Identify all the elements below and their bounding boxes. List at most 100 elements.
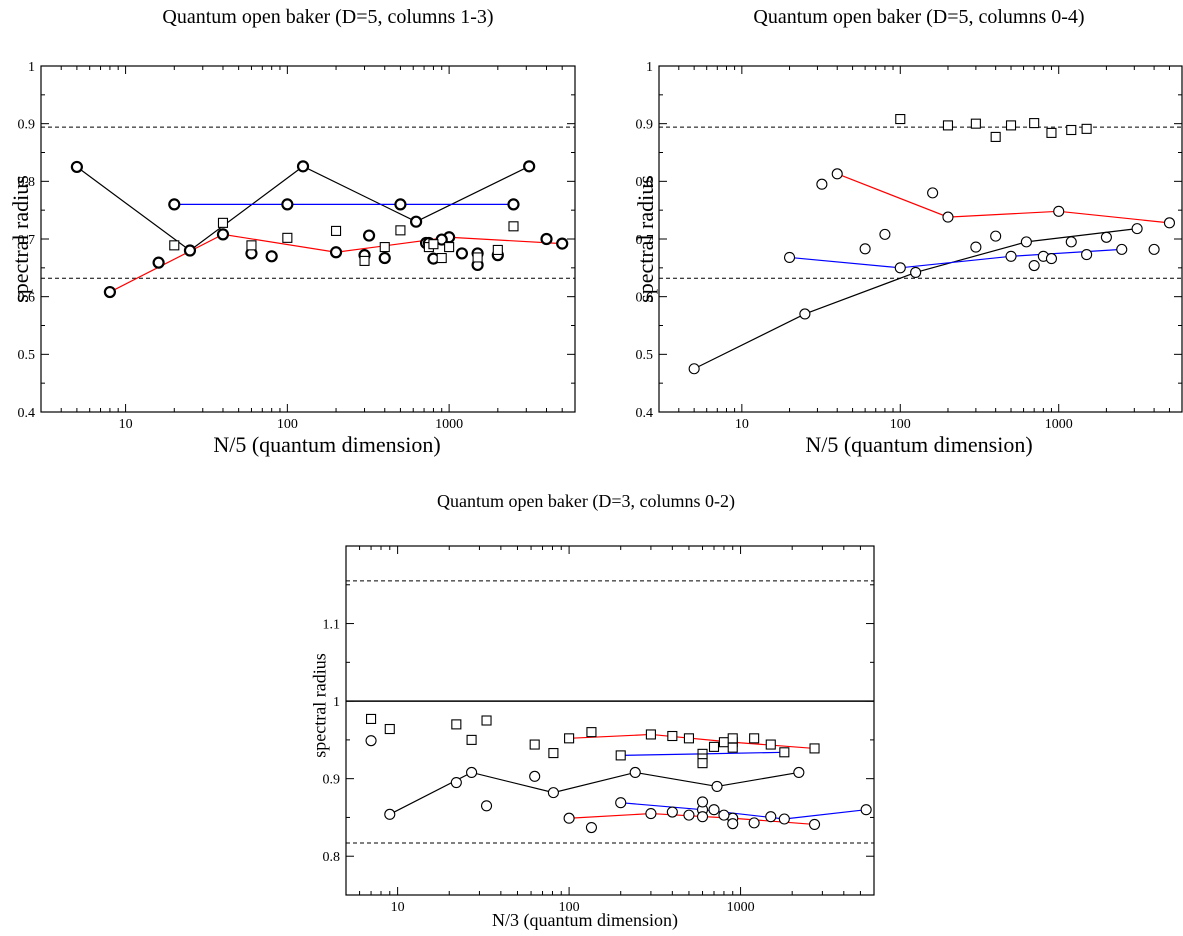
data-point-circle bbox=[585, 821, 597, 834]
x-tick-label: 100 bbox=[277, 417, 298, 432]
data-point-square bbox=[564, 733, 575, 744]
data-point-square bbox=[990, 131, 1001, 142]
series-line bbox=[789, 248, 1122, 269]
y-tick-label: 0.4 bbox=[18, 406, 36, 421]
data-point-circle bbox=[1020, 236, 1032, 248]
y-tick-label: 0.7 bbox=[636, 233, 654, 248]
data-point-circle bbox=[629, 766, 641, 779]
data-point-square bbox=[727, 742, 738, 753]
data-point-square bbox=[942, 120, 954, 131]
data-point-square bbox=[809, 743, 820, 754]
data-point-circle bbox=[168, 198, 181, 211]
data-point-square bbox=[428, 239, 439, 250]
data-point-circle bbox=[927, 187, 939, 199]
y-tick-label: 0.6 bbox=[18, 291, 36, 306]
data-point-circle bbox=[1148, 243, 1160, 255]
data-point-circle bbox=[696, 811, 709, 823]
data-point-circle bbox=[507, 198, 520, 211]
y-tick-label: 1 bbox=[28, 60, 35, 75]
y-tick-label: 0.9 bbox=[18, 118, 36, 133]
y-tick-label: 0.8 bbox=[636, 175, 654, 190]
data-point-circle bbox=[384, 808, 396, 820]
data-point-square bbox=[444, 242, 455, 253]
data-point-square bbox=[436, 252, 447, 264]
data-point-square bbox=[697, 758, 708, 769]
data-point-square bbox=[1081, 123, 1092, 134]
y-tick-label: 0.8 bbox=[323, 850, 341, 865]
data-point-square bbox=[169, 240, 180, 251]
data-point-square bbox=[379, 242, 390, 253]
chart-plot-area: 10 100 1000 0.4 0.5 0.6 0.7 0.8 0.9 1 bbox=[18, 60, 576, 432]
data-point-circle bbox=[1116, 243, 1128, 255]
data-point-square bbox=[1066, 124, 1077, 136]
data-point-square bbox=[492, 244, 503, 256]
data-point-circle bbox=[778, 813, 790, 825]
chart-panel-3: Quantum open baker (D=3, columns 0-2) sp… bbox=[300, 485, 900, 936]
data-point-circle bbox=[466, 766, 478, 779]
data-point-circle bbox=[329, 246, 343, 259]
y-tick-label: 0.7 bbox=[18, 233, 36, 248]
data-point-circle bbox=[563, 812, 575, 824]
data-point-circle bbox=[816, 178, 828, 190]
chart-plot-area: 10 100 1000 0.4 0.5 0.6 0.7 0.8 0.9 1 bbox=[636, 60, 1183, 432]
data-point-circle bbox=[1131, 223, 1143, 235]
y-tick-label: 1 bbox=[646, 60, 653, 75]
data-point-circle bbox=[894, 262, 906, 274]
data-point-circle bbox=[152, 256, 165, 269]
data-point-circle bbox=[296, 160, 310, 173]
data-point-circle bbox=[942, 211, 954, 223]
x-axis-label: N/5 (quantum dimension) bbox=[213, 432, 441, 457]
y-tick-label: 0.6 bbox=[636, 291, 654, 306]
data-point-circle bbox=[615, 797, 627, 809]
data-point-circle bbox=[711, 780, 723, 792]
data-point-circle bbox=[1028, 259, 1040, 272]
data-point-circle bbox=[910, 266, 922, 278]
data-point-square bbox=[765, 739, 776, 750]
data-point-circle bbox=[683, 809, 695, 821]
data-point-circle bbox=[540, 232, 553, 246]
data-point-square bbox=[1029, 118, 1040, 129]
data-point-circle bbox=[1053, 205, 1065, 217]
data-point-circle bbox=[103, 285, 117, 299]
data-point-circle bbox=[362, 229, 376, 242]
series-line bbox=[693, 228, 1138, 370]
data-point-circle bbox=[831, 168, 843, 180]
data-point-square bbox=[451, 719, 462, 730]
data-point-square bbox=[359, 255, 370, 266]
data-point-square bbox=[645, 729, 656, 740]
x-axis-label: N/5 (quantum dimension) bbox=[805, 432, 1033, 457]
x-tick-label: 100 bbox=[559, 900, 580, 915]
data-point-square bbox=[749, 733, 760, 744]
y-tick-label: 0.9 bbox=[323, 773, 341, 788]
data-point-square bbox=[395, 225, 406, 236]
data-point-circle bbox=[183, 244, 197, 257]
data-point-circle bbox=[216, 228, 230, 241]
data-point-circle bbox=[718, 809, 730, 821]
data-point-square bbox=[708, 741, 720, 752]
data-point-square bbox=[895, 114, 906, 125]
data-point-circle bbox=[645, 808, 657, 820]
data-point-circle bbox=[410, 215, 423, 228]
data-point-square bbox=[1046, 127, 1057, 138]
data-point-circle bbox=[748, 817, 760, 829]
data-point-square bbox=[970, 118, 981, 129]
data-point-circle bbox=[859, 243, 871, 255]
x-tick-label: 100 bbox=[890, 417, 911, 432]
data-point-circle bbox=[708, 804, 720, 816]
data-point-circle bbox=[265, 250, 278, 263]
data-point-circle bbox=[1100, 231, 1112, 243]
data-point-circle bbox=[378, 251, 391, 265]
x-tick-label: 10 bbox=[735, 417, 749, 432]
data-point-circle bbox=[727, 818, 739, 830]
data-point-circle bbox=[529, 770, 541, 782]
data-point-square bbox=[330, 225, 342, 236]
y-tick-label: 1.1 bbox=[323, 617, 341, 632]
series-line bbox=[837, 173, 1170, 224]
x-tick-label: 1000 bbox=[727, 900, 755, 915]
x-tick-label: 1000 bbox=[435, 417, 463, 432]
data-point-circle bbox=[480, 800, 493, 812]
data-point-circle bbox=[394, 198, 407, 211]
data-point-square bbox=[466, 734, 477, 745]
chart-panel-2: Quantum open baker (D=5, columns 0-4) sp… bbox=[600, 0, 1183, 470]
series-line bbox=[620, 802, 867, 820]
